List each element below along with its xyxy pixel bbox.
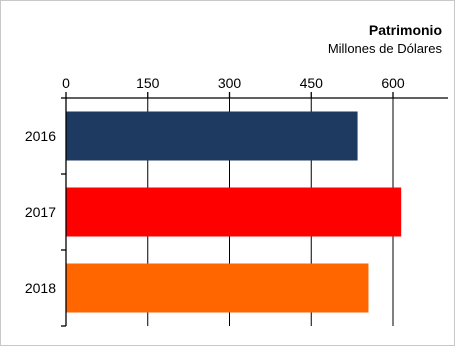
x-tick-label: 0 bbox=[62, 75, 70, 91]
x-tick-label: 150 bbox=[136, 75, 160, 91]
y-category-label: 2016 bbox=[25, 128, 56, 144]
x-tick-label: 450 bbox=[300, 75, 324, 91]
bar-2018 bbox=[66, 263, 369, 313]
bar-layer bbox=[66, 111, 402, 313]
chart-subtitle: Millones de Dólares bbox=[328, 41, 443, 56]
bar-2016 bbox=[66, 111, 358, 161]
bar-2017 bbox=[66, 187, 402, 237]
x-tick-label: 300 bbox=[218, 75, 242, 91]
y-category-label: 2017 bbox=[25, 204, 56, 220]
x-tick-label: 600 bbox=[381, 75, 405, 91]
label-layer: 0 150 300 450 600 2016 2017 2018 bbox=[25, 75, 405, 296]
chart-title: Patrimonio bbox=[369, 22, 442, 38]
axis-layer bbox=[61, 92, 448, 327]
y-category-label: 2018 bbox=[25, 280, 56, 296]
